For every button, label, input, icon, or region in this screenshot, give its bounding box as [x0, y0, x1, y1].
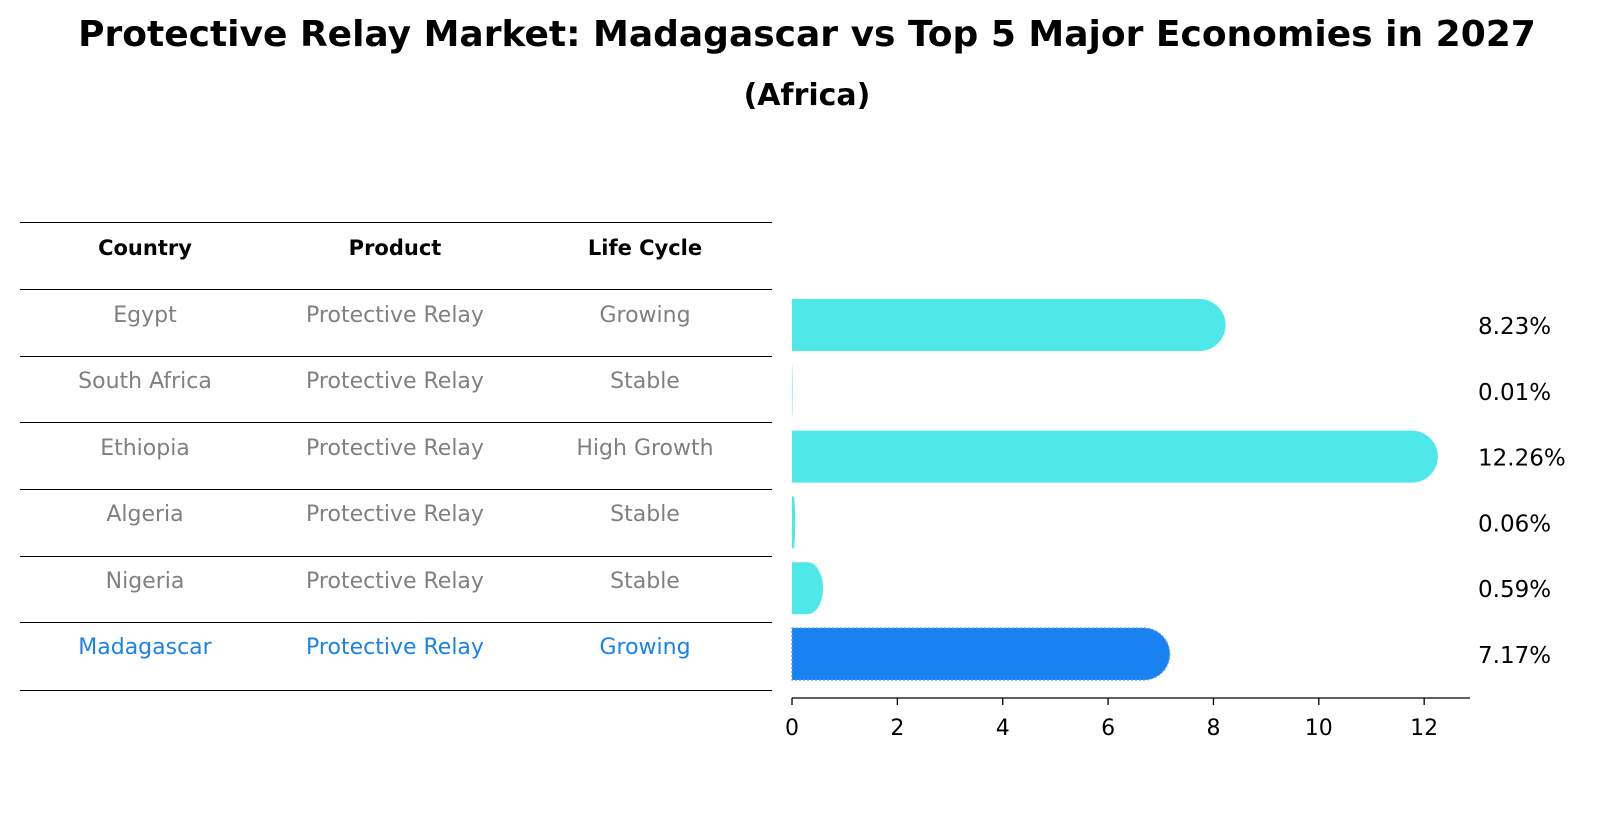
row-south-africa-country: South Africa [78, 369, 212, 394]
x-tick-label-8: 8 [1206, 716, 1220, 741]
row-south-africa-product: Protective Relay [306, 369, 484, 394]
chart-title: Protective Relay Market: Madagascar vs T… [78, 14, 1536, 55]
header-product: Product [348, 236, 442, 260]
row-egypt-life-cycle: Growing [599, 303, 691, 328]
row-nigeria-product: Protective Relay [306, 569, 484, 594]
table-rule [20, 556, 772, 557]
value-label-nigeria: 0.59% [1478, 577, 1551, 603]
table-rule [20, 422, 772, 423]
x-tick-label-2: 2 [890, 716, 904, 741]
row-south-africa-life-cycle: Stable [610, 369, 680, 394]
x-tick-label-4: 4 [996, 716, 1010, 741]
table-rule [20, 289, 772, 290]
row-madagascar-life-cycle: Growing [599, 635, 691, 660]
row-nigeria-country: Nigeria [105, 569, 185, 594]
table-rule [20, 222, 772, 223]
value-label-south-africa: 0.01% [1478, 380, 1551, 406]
table-rule [20, 489, 772, 490]
value-label-algeria: 0.06% [1478, 511, 1551, 537]
row-egypt-product: Protective Relay [306, 303, 484, 328]
x-tick-label-0: 0 [785, 716, 799, 741]
row-egypt-country: Egypt [113, 303, 177, 328]
header-life-cycle: Life Cycle [587, 236, 703, 260]
header-country: Country [98, 236, 192, 260]
table-rule [20, 356, 772, 357]
bar-ethiopia [792, 430, 1438, 483]
row-ethiopia-life-cycle: High Growth [576, 436, 714, 461]
row-madagascar-country: Madagascar [78, 635, 212, 660]
table-rule [20, 690, 772, 691]
bar-nigeria [792, 562, 824, 615]
bar-algeria [792, 496, 796, 549]
row-algeria-life-cycle: Stable [610, 502, 680, 527]
bar-egypt [792, 299, 1226, 351]
bar-madagascar [791, 627, 1171, 681]
row-nigeria-life-cycle: Stable [610, 569, 680, 594]
x-tick-label-10: 10 [1305, 716, 1333, 741]
row-algeria-product: Protective Relay [306, 502, 484, 527]
row-madagascar-product: Protective Relay [306, 635, 484, 660]
table-rule [20, 622, 772, 623]
row-ethiopia-product: Protective Relay [306, 436, 484, 461]
value-label-madagascar: 7.17% [1478, 643, 1551, 669]
bar-south-africa [792, 364, 793, 417]
row-algeria-country: Algeria [106, 502, 184, 527]
x-tick-label-6: 6 [1101, 716, 1115, 741]
row-ethiopia-country: Ethiopia [100, 436, 190, 461]
x-tick-label-12: 12 [1410, 716, 1438, 741]
chart-subtitle: (Africa) [743, 78, 871, 113]
value-label-ethiopia: 12.26% [1478, 446, 1566, 472]
value-label-egypt: 8.23% [1478, 314, 1551, 340]
